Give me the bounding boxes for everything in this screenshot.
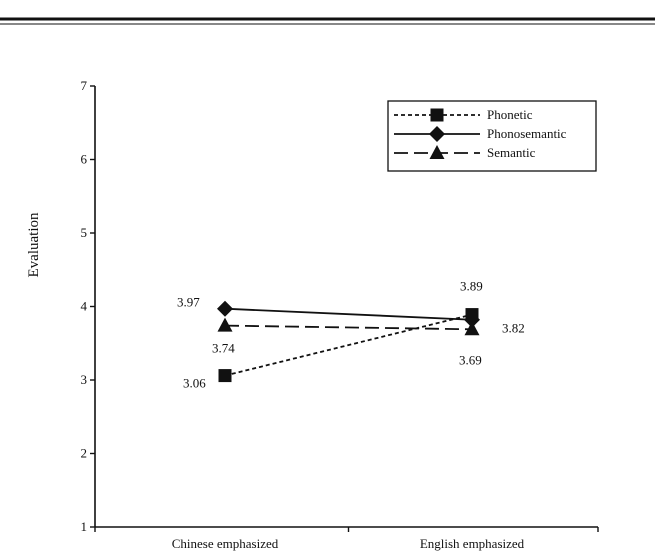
- data-label-semantic: 3.74: [212, 341, 235, 356]
- legend-marker-phonetic: [430, 108, 444, 122]
- data-point-phonetic-2: [465, 308, 479, 322]
- y-tick-label: 1: [81, 519, 88, 534]
- data-point-semantic-1: [217, 317, 233, 332]
- y-tick-label: 6: [81, 152, 88, 167]
- data-point-phonetic-1: [218, 369, 232, 383]
- data-label-phonosemantic: 3.97: [177, 295, 200, 310]
- legend-label: Phonetic: [487, 107, 533, 122]
- series-line-phonetic: [224, 313, 473, 377]
- legend-marker-phonosemantic: [429, 126, 445, 142]
- data-point-semantic-2: [464, 321, 480, 336]
- data-label-phonosemantic: 3.82: [502, 321, 525, 336]
- legend-label: Semantic: [487, 145, 536, 160]
- x-tick-label: Chinese emphasized: [172, 536, 279, 551]
- series-line-semantic: [224, 324, 473, 331]
- y-tick-label: 5: [81, 225, 88, 240]
- y-tick-label: 7: [81, 78, 88, 93]
- y-tick-label: 2: [81, 446, 88, 461]
- legend-box: [387, 100, 597, 172]
- y-axis-title: Evaluation: [26, 212, 42, 277]
- data-label-phonetic: 3.89: [460, 279, 483, 294]
- legend-marker-semantic: [429, 145, 445, 159]
- y-tick-label: 3: [81, 372, 88, 387]
- data-label-semantic: 3.69: [459, 352, 482, 367]
- series-line-phonosemantic: [224, 307, 473, 321]
- data-label-phonetic: 3.06: [183, 376, 206, 391]
- x-tick-label: English emphasized: [420, 536, 525, 551]
- data-point-phonosemantic-1: [217, 300, 233, 317]
- legend-label: Phonosemantic: [487, 126, 567, 141]
- y-tick-label: 4: [81, 299, 88, 314]
